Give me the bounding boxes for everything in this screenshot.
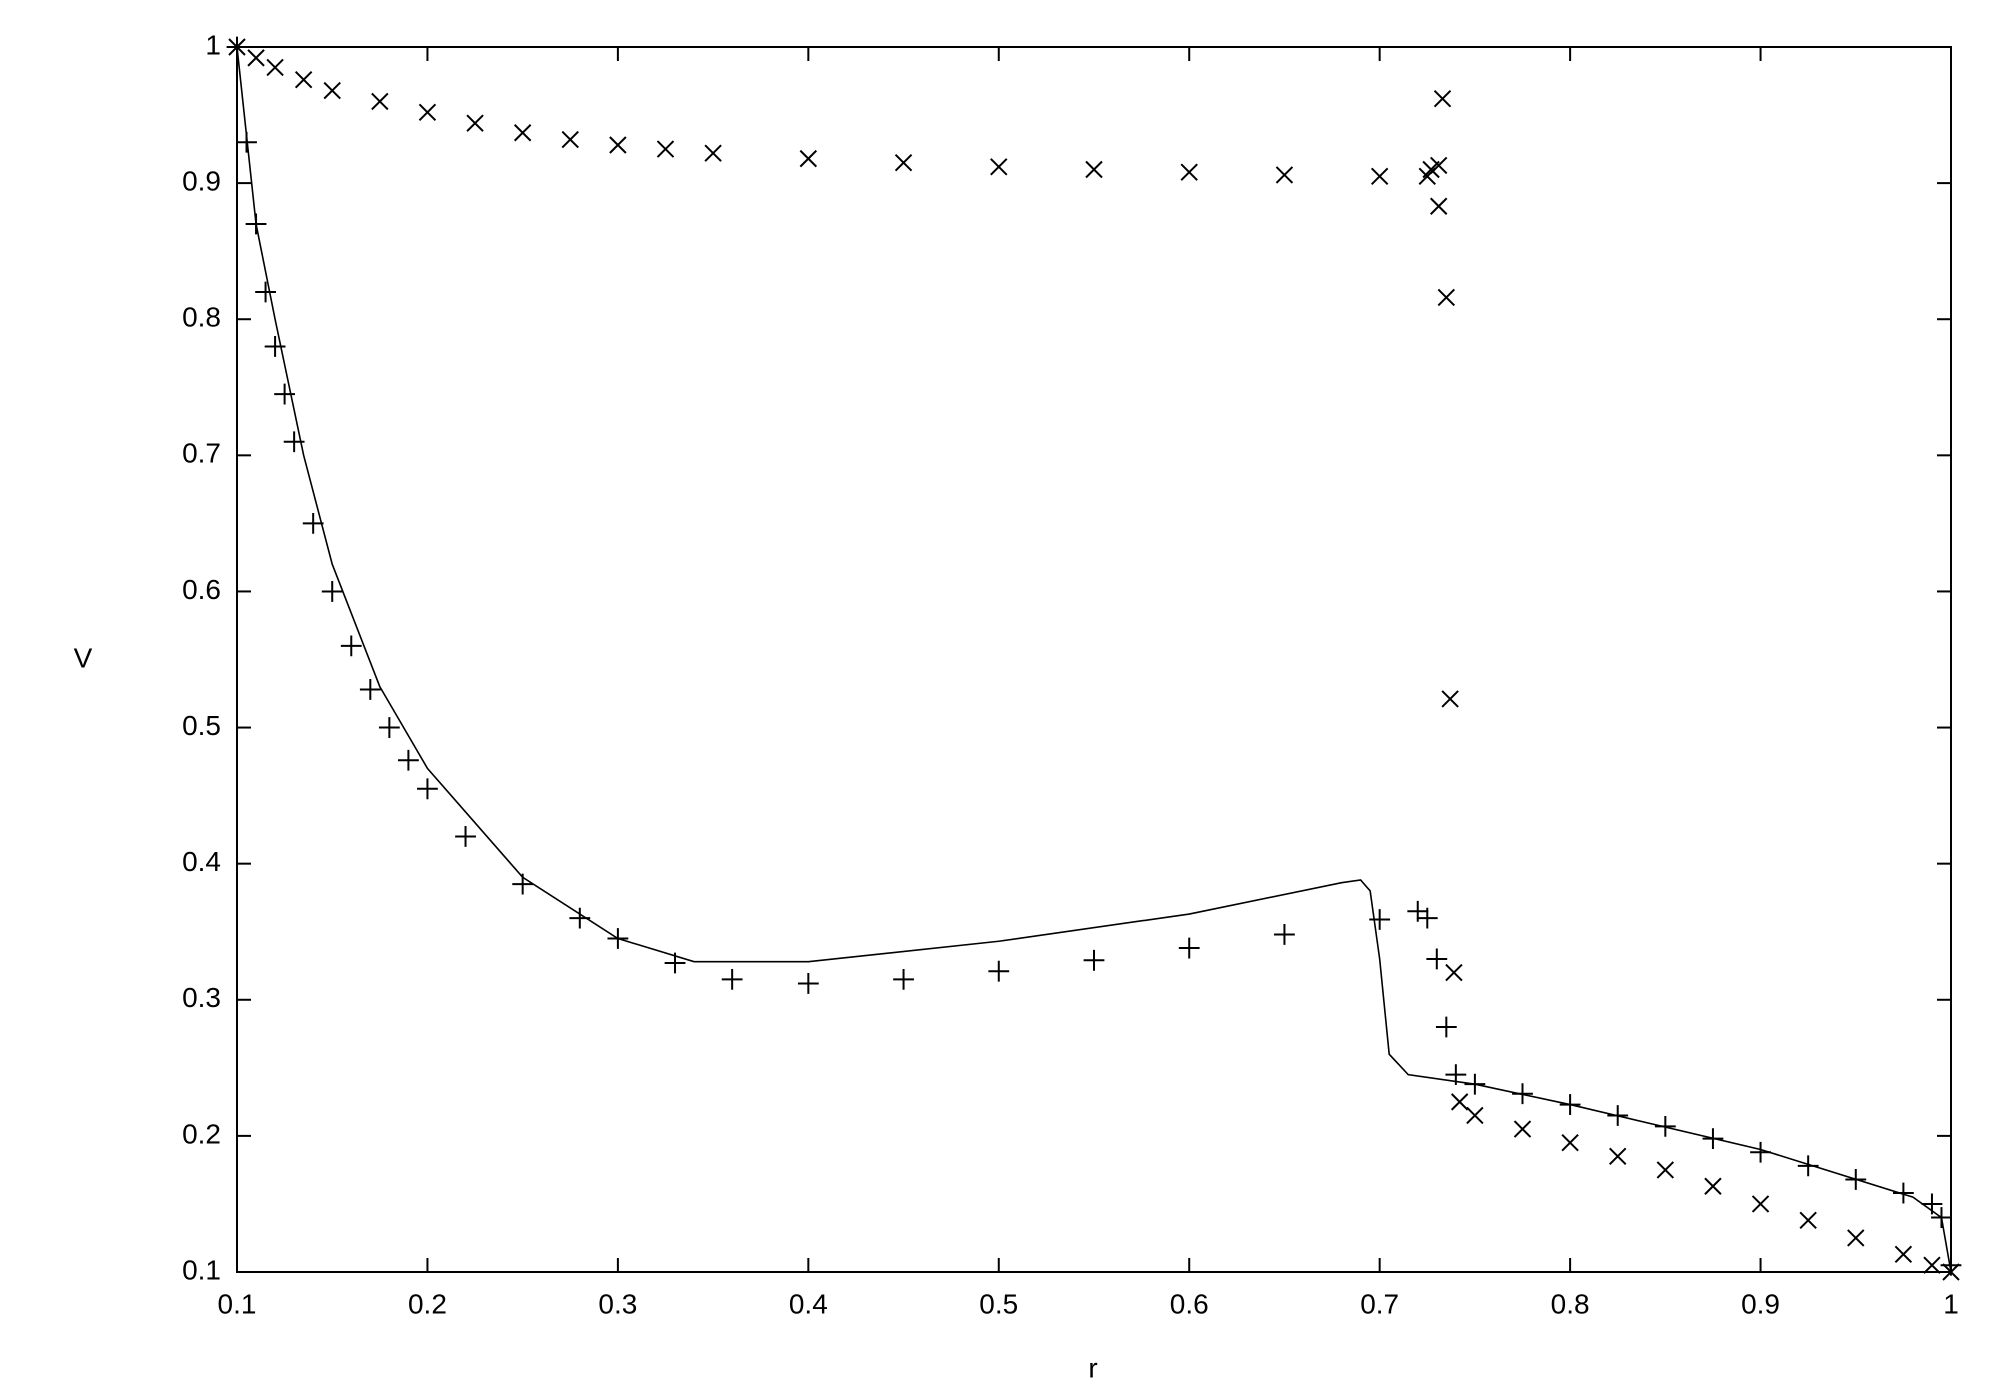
point-marker xyxy=(704,144,722,162)
point-marker xyxy=(455,826,476,847)
point-marker xyxy=(294,70,313,89)
plot-frame xyxy=(236,46,1952,1273)
point-marker xyxy=(1274,924,1295,945)
point-marker xyxy=(1083,949,1105,971)
point-marker xyxy=(1370,167,1389,186)
point-marker xyxy=(1561,1133,1579,1152)
x-tick-label: 0.2 xyxy=(408,1288,447,1319)
y-tick-label: 0.6 xyxy=(182,574,221,605)
point-marker xyxy=(1892,1182,1914,1204)
x-tick-label: 1 xyxy=(1943,1288,1959,1319)
point-marker xyxy=(340,635,362,657)
point-marker xyxy=(1940,1254,1962,1276)
point-marker xyxy=(1450,1093,1469,1111)
point-marker xyxy=(799,149,818,168)
point-marker xyxy=(1513,1120,1532,1138)
point-marker xyxy=(1429,156,1448,175)
point-marker xyxy=(1751,1195,1770,1213)
point-marker xyxy=(321,581,343,602)
point-marker xyxy=(1369,909,1391,930)
point-marker xyxy=(721,968,743,990)
point-marker xyxy=(359,679,381,700)
line-series xyxy=(236,46,1952,1273)
point-marker xyxy=(656,140,675,158)
point-marker xyxy=(797,973,819,994)
y-tick-label: 0.2 xyxy=(182,1118,221,1149)
point-marker xyxy=(1445,963,1463,982)
point-marker xyxy=(1609,1147,1627,1166)
x-tick-label: 0.8 xyxy=(1551,1288,1590,1319)
x-tick-label: 0.3 xyxy=(598,1288,637,1319)
x-tick-label: 0.7 xyxy=(1360,1288,1399,1319)
point-marker xyxy=(988,960,1010,982)
point-marker xyxy=(990,158,1008,176)
point-marker xyxy=(1435,1016,1457,1038)
x-tick-label: 0.4 xyxy=(789,1288,828,1319)
point-marker xyxy=(266,58,284,77)
point-marker xyxy=(1923,1256,1941,1274)
x-tick-label: 0.1 xyxy=(218,1288,257,1319)
point-marker xyxy=(1704,1177,1722,1195)
point-marker xyxy=(609,136,627,154)
point-marker xyxy=(398,749,419,771)
point-marker xyxy=(1799,1211,1817,1229)
point-marker xyxy=(247,49,265,67)
point-marker xyxy=(894,153,913,172)
point-marker xyxy=(1180,163,1198,181)
x-tick-label: 0.5 xyxy=(979,1288,1018,1319)
point-marker xyxy=(1178,937,1200,959)
point-marker xyxy=(561,130,579,149)
y-axis-label: V xyxy=(74,642,93,673)
y-tick-label: 0.9 xyxy=(182,166,221,197)
point-marker xyxy=(1426,948,1448,970)
point-marker xyxy=(1437,288,1456,307)
x-tick-label: 0.9 xyxy=(1741,1288,1780,1319)
y-tick-label: 0.1 xyxy=(182,1254,221,1285)
y-tick-label: 1 xyxy=(205,29,221,60)
point-marker xyxy=(1085,160,1103,179)
point-marker xyxy=(1429,197,1448,215)
point-marker xyxy=(302,512,324,534)
point-marker xyxy=(1275,166,1294,184)
x-tick-label: 0.6 xyxy=(1170,1288,1209,1319)
y-tick-label: 0.5 xyxy=(182,710,221,741)
point-marker xyxy=(378,717,400,738)
point-marker xyxy=(1466,1106,1484,1125)
point-marker xyxy=(264,336,286,357)
point-marker xyxy=(371,92,389,111)
point-marker xyxy=(1847,1229,1865,1247)
point-marker xyxy=(1416,907,1438,929)
point-marker xyxy=(1656,1161,1675,1179)
y-tick-label: 0.4 xyxy=(182,846,221,877)
point-marker xyxy=(1441,690,1459,708)
point-marker xyxy=(513,124,532,142)
point-marker xyxy=(466,114,484,132)
y-tick-label: 0.8 xyxy=(182,302,221,333)
point-marker xyxy=(417,778,438,800)
x-axis-label: r xyxy=(1088,1352,1097,1383)
point-marker xyxy=(1433,90,1452,108)
y-tick-label: 0.7 xyxy=(182,438,221,469)
point-marker xyxy=(255,281,276,303)
point-marker xyxy=(1894,1245,1913,1264)
point-marker xyxy=(893,968,914,990)
y-tick-label: 0.3 xyxy=(182,982,221,1013)
point-marker xyxy=(323,81,341,100)
point-marker xyxy=(418,103,437,122)
